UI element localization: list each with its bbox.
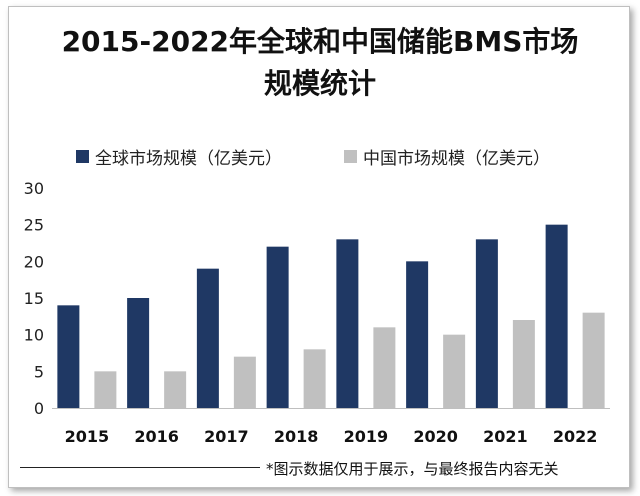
footer-note: *图示数据仅用于展示，与最终报告内容无关 xyxy=(266,460,559,478)
chart-title-line2: 规模统计 xyxy=(263,67,376,100)
y-tick-label: 0 xyxy=(34,399,44,418)
bar-global-2021 xyxy=(475,239,498,408)
legend-swatch-china xyxy=(344,150,357,163)
legend-label-global: 全球市场规模（亿美元） xyxy=(95,149,282,169)
y-tick-label: 5 xyxy=(34,362,44,381)
bar-global-2016 xyxy=(127,298,150,408)
legend-label-china: 中国市场规模（亿美元） xyxy=(363,149,550,169)
bar-global-2015 xyxy=(57,305,80,408)
footer-divider xyxy=(20,467,260,468)
x-tick-label: 2019 xyxy=(344,427,389,446)
y-tick-label: 10 xyxy=(24,326,44,345)
legend-swatch-global xyxy=(76,150,89,163)
bar-china-2015 xyxy=(94,371,117,408)
bar-global-2020 xyxy=(406,261,429,408)
x-tick-label: 2020 xyxy=(413,427,458,446)
x-tick-label: 2022 xyxy=(553,427,598,446)
bar-china-2021 xyxy=(512,320,535,408)
bar-global-2022 xyxy=(545,224,568,408)
x-tick-label: 2017 xyxy=(204,427,249,446)
bar-global-2018 xyxy=(266,246,289,408)
x-tick-label: 2018 xyxy=(274,427,319,446)
bar-china-2020 xyxy=(443,334,466,408)
y-tick-label: 30 xyxy=(24,179,44,198)
x-tick-label: 2021 xyxy=(483,427,528,446)
y-tick-label: 15 xyxy=(24,289,44,308)
y-tick-label: 20 xyxy=(24,252,44,271)
chart-title-line1: 2015-2022年全球和中国储能BMS市场 xyxy=(61,25,579,58)
legend-item-china: 中国市场规模（亿美元） xyxy=(344,144,550,169)
bar-global-2019 xyxy=(336,239,359,408)
bar-china-2017 xyxy=(233,356,256,408)
bar-china-2019 xyxy=(373,327,396,408)
bar-global-2017 xyxy=(196,268,219,408)
y-tick-label: 25 xyxy=(24,216,44,235)
bar-china-2016 xyxy=(164,371,187,408)
x-tick-label: 2015 xyxy=(65,427,110,446)
bar-china-2022 xyxy=(582,312,605,408)
legend-item-global: 全球市场规模（亿美元） xyxy=(76,144,282,169)
x-tick-label: 2016 xyxy=(134,427,179,446)
bar-china-2018 xyxy=(303,349,326,408)
